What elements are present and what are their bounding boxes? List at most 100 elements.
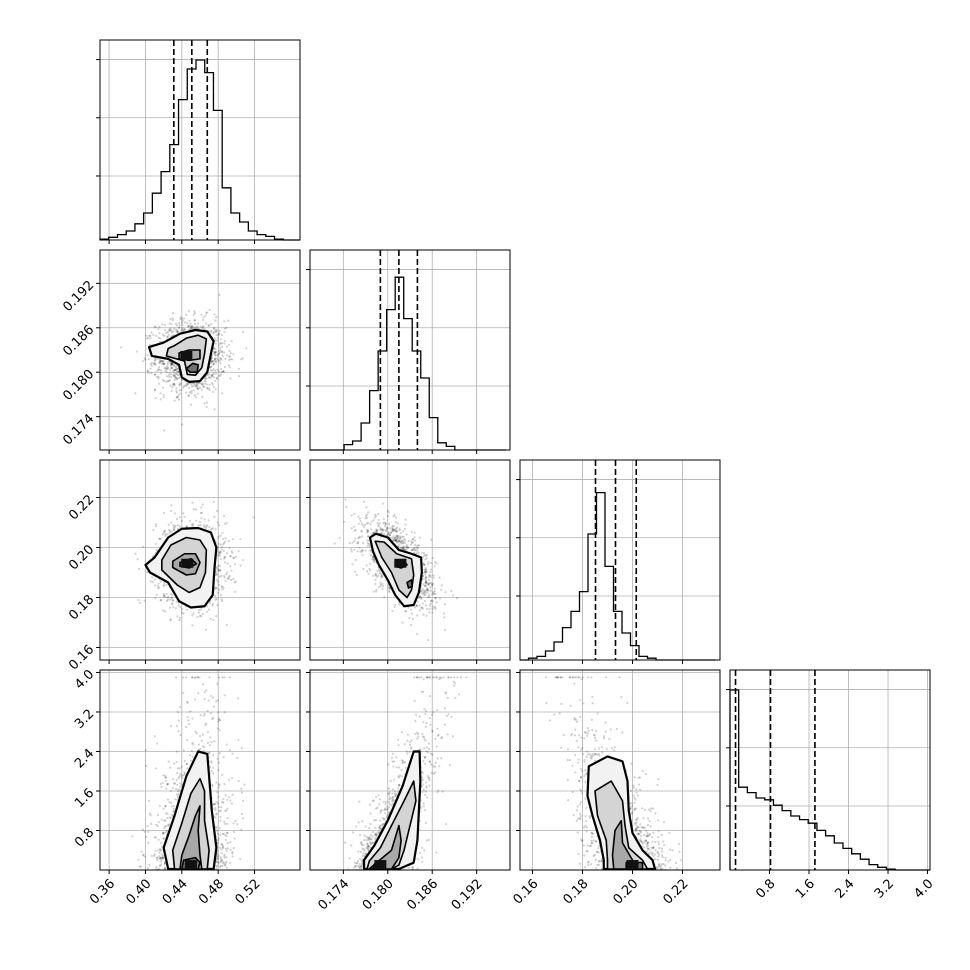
- sample-point: [228, 355, 231, 358]
- histogram-bar: [730, 690, 739, 870]
- sample-point: [153, 578, 156, 581]
- sample-point: [153, 854, 156, 857]
- sample-point: [414, 606, 417, 609]
- sample-point: [186, 767, 189, 770]
- sample-point: [222, 514, 226, 518]
- sample-point: [176, 767, 179, 770]
- sample-point: [191, 614, 194, 617]
- sample-point: [411, 617, 414, 621]
- sample-point: [423, 585, 427, 588]
- sample-point: [211, 383, 214, 386]
- histogram-bar: [817, 830, 826, 870]
- sample-point: [395, 526, 399, 529]
- sample-point: [203, 697, 206, 701]
- sample-point: [220, 806, 223, 809]
- histogram-bar: [196, 60, 205, 240]
- sample-point: [386, 528, 389, 531]
- density-contour: [374, 540, 415, 599]
- density-contour: [185, 362, 199, 374]
- sample-point: [410, 548, 414, 552]
- sample-point: [333, 542, 336, 545]
- sample-point: [354, 537, 357, 540]
- histogram-bar: [126, 231, 135, 240]
- sample-point: [425, 553, 428, 556]
- sample-point: [222, 543, 225, 546]
- sample-point: [209, 369, 212, 372]
- sample-point: [178, 321, 181, 325]
- sample-point: [199, 523, 202, 527]
- sample-point: [228, 349, 231, 352]
- sample-point: [176, 527, 180, 530]
- sample-point: [180, 317, 184, 320]
- sample-point: [229, 352, 232, 355]
- sample-point: [371, 558, 374, 561]
- sample-point: [151, 576, 154, 579]
- sample-point: [361, 553, 364, 557]
- sample-point: [410, 541, 413, 545]
- sample-point: [172, 374, 175, 377]
- sample-point: [424, 566, 427, 569]
- sample-point: [157, 838, 160, 841]
- sample-point: [381, 529, 384, 532]
- sample-point: [223, 339, 226, 343]
- sample-point: [392, 538, 396, 541]
- sample-point: [165, 368, 168, 371]
- histogram-bar: [791, 816, 800, 870]
- sample-point: [205, 386, 209, 389]
- sample-point: [217, 332, 221, 335]
- sample-point: [432, 593, 435, 596]
- sample-point: [181, 329, 184, 332]
- sample-point: [223, 557, 226, 560]
- sample-point: [174, 365, 177, 368]
- sample-point: [202, 385, 205, 389]
- sample-point: [201, 503, 204, 506]
- histogram-bar: [826, 836, 835, 870]
- sample-point: [215, 357, 218, 360]
- sample-point: [208, 308, 211, 312]
- sample-point: [207, 376, 211, 379]
- sample-point: [368, 544, 371, 548]
- histogram-bar: [563, 628, 572, 660]
- sample-point: [208, 329, 211, 332]
- sample-point: [364, 514, 367, 518]
- sample-point: [170, 530, 173, 533]
- sample-point: [172, 330, 175, 333]
- sample-point: [203, 379, 206, 383]
- sample-point: [423, 570, 426, 573]
- histogram-bar: [605, 566, 614, 660]
- sample-point: [231, 793, 234, 796]
- sample-point: [217, 349, 220, 352]
- sample-point: [179, 772, 182, 776]
- sample-point: [163, 832, 166, 835]
- sample-point: [232, 556, 236, 560]
- sample-point: [202, 525, 206, 528]
- sample-point: [388, 534, 392, 537]
- sample-point: [439, 588, 443, 592]
- sample-point: [215, 567, 219, 570]
- sample-point: [223, 574, 226, 578]
- sample-point: [395, 535, 398, 539]
- sample-point: [203, 402, 206, 405]
- sample-point: [424, 578, 427, 582]
- sample-point: [213, 357, 217, 360]
- sample-point: [393, 513, 396, 516]
- sample-point: [162, 856, 165, 860]
- sample-point: [158, 358, 162, 361]
- sample-point: [161, 362, 164, 365]
- sample-point: [172, 524, 175, 527]
- sample-point: [217, 839, 220, 842]
- sample-point: [421, 551, 424, 555]
- sample-point: [357, 540, 360, 543]
- sample-point: [206, 383, 209, 386]
- sample-point: [167, 333, 170, 336]
- sample-point: [418, 536, 421, 539]
- sample-point: [153, 363, 156, 366]
- sample-point: [199, 511, 202, 514]
- sample-point: [161, 361, 164, 364]
- sample-point: [207, 608, 211, 611]
- sample-point: [159, 580, 162, 583]
- sample-point: [214, 586, 217, 589]
- sample-point: [229, 578, 233, 582]
- sample-point: [225, 809, 228, 812]
- sample-point: [415, 632, 419, 636]
